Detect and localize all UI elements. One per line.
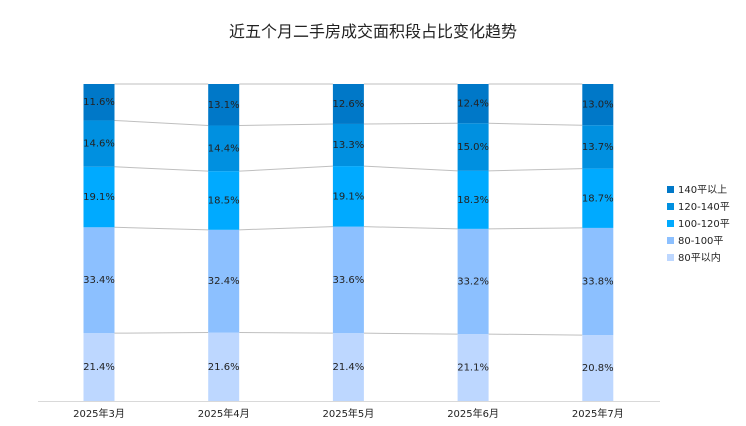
- connector-line: [363, 122, 458, 125]
- bar-segment: [457, 334, 489, 401]
- legend-label: 140平以上: [678, 184, 727, 196]
- legend-swatch: [667, 203, 674, 210]
- bar-segment: [582, 335, 614, 401]
- connector-line: [114, 119, 209, 127]
- data-label: 33.8%: [582, 276, 614, 287]
- bar-segment: [208, 125, 240, 172]
- data-label: 18.7%: [582, 193, 614, 204]
- bar-segment: [582, 125, 614, 169]
- legend-label: 120-140平: [678, 202, 730, 213]
- connector-line: [488, 122, 583, 126]
- data-label: 21.4%: [333, 362, 365, 373]
- bar-segment: [83, 166, 115, 228]
- bar-segment: [208, 171, 240, 230]
- data-label: 33.6%: [333, 275, 365, 286]
- data-label: 21.4%: [83, 362, 115, 373]
- data-label: 15.0%: [457, 142, 489, 153]
- bar-segment: [582, 84, 614, 126]
- connector-line: [239, 165, 333, 172]
- chart-title: 近五个月二手房成交面积段占比变化趋势: [228, 22, 517, 41]
- x-tick-label: 2025年5月: [322, 407, 374, 420]
- data-label: 19.1%: [333, 191, 365, 202]
- data-label: 14.6%: [83, 139, 115, 150]
- legend-label: 80平以内: [678, 251, 721, 264]
- connector-line: [488, 168, 583, 172]
- data-label: 21.6%: [208, 362, 240, 373]
- bar-segment: [208, 84, 240, 126]
- data-label: 13.7%: [582, 142, 614, 153]
- data-label: 11.6%: [83, 97, 115, 108]
- legend-label: 100-120平: [678, 219, 730, 230]
- legend-swatch: [667, 220, 674, 227]
- data-label: 33.4%: [83, 275, 115, 286]
- data-label: 32.4%: [208, 276, 240, 287]
- data-label: 13.0%: [582, 100, 614, 111]
- bar-segment: [332, 166, 364, 227]
- data-label: 12.4%: [457, 99, 489, 110]
- legend-label: 80-100平: [678, 236, 723, 247]
- connector-line: [488, 333, 583, 336]
- bar-segment: [83, 84, 115, 121]
- data-label: 13.1%: [208, 100, 240, 111]
- connector-line: [239, 123, 333, 127]
- connector-line: [363, 165, 458, 172]
- bar-segment: [332, 333, 364, 401]
- connector-line: [239, 226, 333, 231]
- data-label: 14.4%: [208, 143, 240, 154]
- legend-swatch: [667, 254, 674, 261]
- connector-line: [239, 332, 333, 334]
- data-label: 21.1%: [457, 363, 489, 374]
- x-tick-label: 2025年3月: [73, 407, 125, 420]
- bar-segment: [83, 227, 115, 334]
- bar-segment: [208, 332, 240, 401]
- data-label: 20.8%: [582, 363, 614, 374]
- data-label: 33.2%: [457, 276, 489, 287]
- bar-segment: [457, 228, 489, 335]
- bar-segment: [582, 227, 614, 336]
- bar-segment: [83, 333, 115, 401]
- data-label: 18.3%: [457, 195, 489, 206]
- bar-segment: [457, 123, 489, 171]
- legend-swatch: [667, 237, 674, 244]
- data-label: 12.6%: [333, 99, 365, 110]
- connector-line: [363, 226, 458, 230]
- bar-segment: [332, 123, 364, 167]
- x-tick-label: 2025年6月: [447, 407, 499, 420]
- data-label: 13.3%: [333, 140, 365, 151]
- bar-segment: [83, 120, 115, 167]
- legend-swatch: [667, 186, 674, 193]
- connector-line: [114, 332, 209, 334]
- bar-segment: [332, 226, 364, 334]
- bar-segment: [332, 84, 364, 124]
- connector-line: [488, 227, 583, 230]
- bar-segment: [582, 168, 614, 228]
- data-label: 18.5%: [208, 195, 240, 206]
- connector-line: [114, 166, 209, 172]
- connector-line: [363, 332, 458, 335]
- bar-segment: [457, 170, 489, 229]
- x-tick-label: 2025年4月: [198, 407, 250, 420]
- data-label: 19.1%: [83, 192, 115, 203]
- x-tick-label: 2025年7月: [572, 407, 624, 420]
- connector-line: [114, 226, 209, 231]
- bar-segment: [457, 84, 489, 124]
- bar-segment: [208, 229, 240, 333]
